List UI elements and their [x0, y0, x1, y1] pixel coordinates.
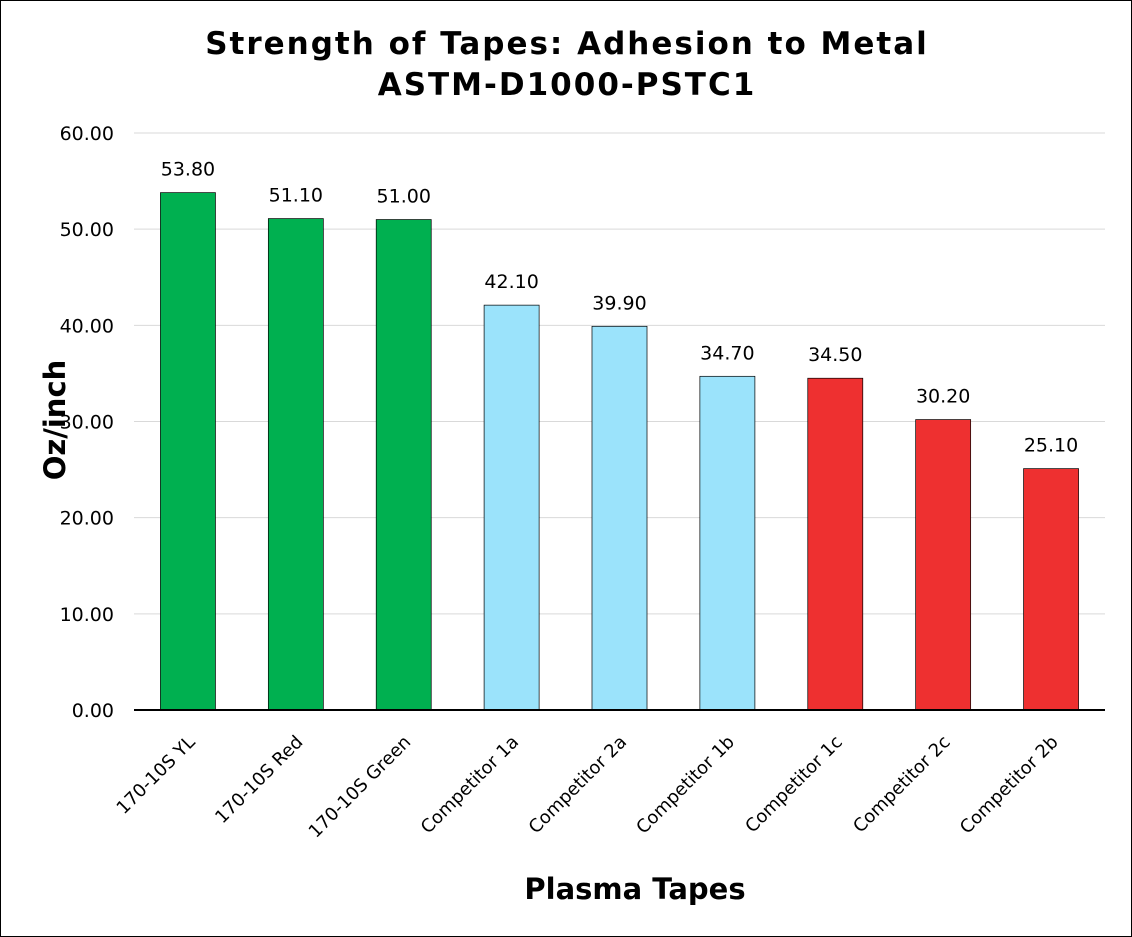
bar [1023, 468, 1079, 711]
x-tick-label: Competitor 2a [525, 732, 631, 838]
bar [160, 192, 216, 711]
bar [267, 218, 324, 711]
data-label: 42.10 [484, 271, 538, 293]
y-tick-label: 60.00 [60, 123, 114, 145]
bar [375, 219, 432, 711]
bars [160, 192, 1079, 711]
data-labels: 53.80 51.10 51.00 42.10 39.90 34.70 34.50 30.20… [161, 159, 1079, 457]
x-axis-title: Plasma Tapes [524, 872, 745, 906]
chart-subtitle: ASTM-D1000-PSTC1 [378, 67, 757, 103]
y-tick-label: 10.00 [60, 604, 114, 626]
x-tick-label: 170-10S YL [113, 732, 200, 819]
x-tick-label: 170-10S Green [305, 732, 416, 843]
data-label: 53.80 [161, 159, 215, 181]
x-tick-label: 170-10S Red [211, 732, 307, 828]
bar [915, 419, 972, 711]
data-label: 34.70 [700, 342, 754, 364]
x-tick-label: Competitor 2b [956, 732, 1063, 839]
y-axis-title: Oz/inch [38, 360, 72, 481]
x-tick-label: Competitor 1c [741, 732, 847, 838]
chart-title: Strength of Tapes: Adhesion to Metal [205, 26, 929, 62]
x-tick-label: Competitor 1a [417, 732, 523, 838]
data-label: 30.20 [916, 386, 970, 408]
bar [807, 377, 864, 711]
x-tick-label: Competitor 2c [849, 732, 955, 838]
data-label: 51.00 [377, 186, 431, 208]
x-tick-label: Competitor 1b [632, 732, 739, 839]
y-tick-label: 0.00 [72, 700, 114, 722]
data-label: 51.10 [269, 185, 323, 207]
y-tick-label: 50.00 [60, 219, 114, 241]
data-label: 25.10 [1024, 435, 1078, 457]
y-tick-label: 20.00 [60, 508, 114, 530]
bar [591, 325, 648, 711]
bar [483, 304, 540, 711]
y-tick-label: 40.00 [60, 315, 114, 337]
y-tick-label: 30.00 [60, 412, 114, 434]
data-label: 39.90 [592, 292, 646, 314]
bar [699, 375, 756, 711]
data-label: 34.50 [808, 344, 862, 366]
y-axis-ticks: 0.00 10.00 20.00 30.00 40.00 50.00 60.00 [60, 123, 114, 722]
